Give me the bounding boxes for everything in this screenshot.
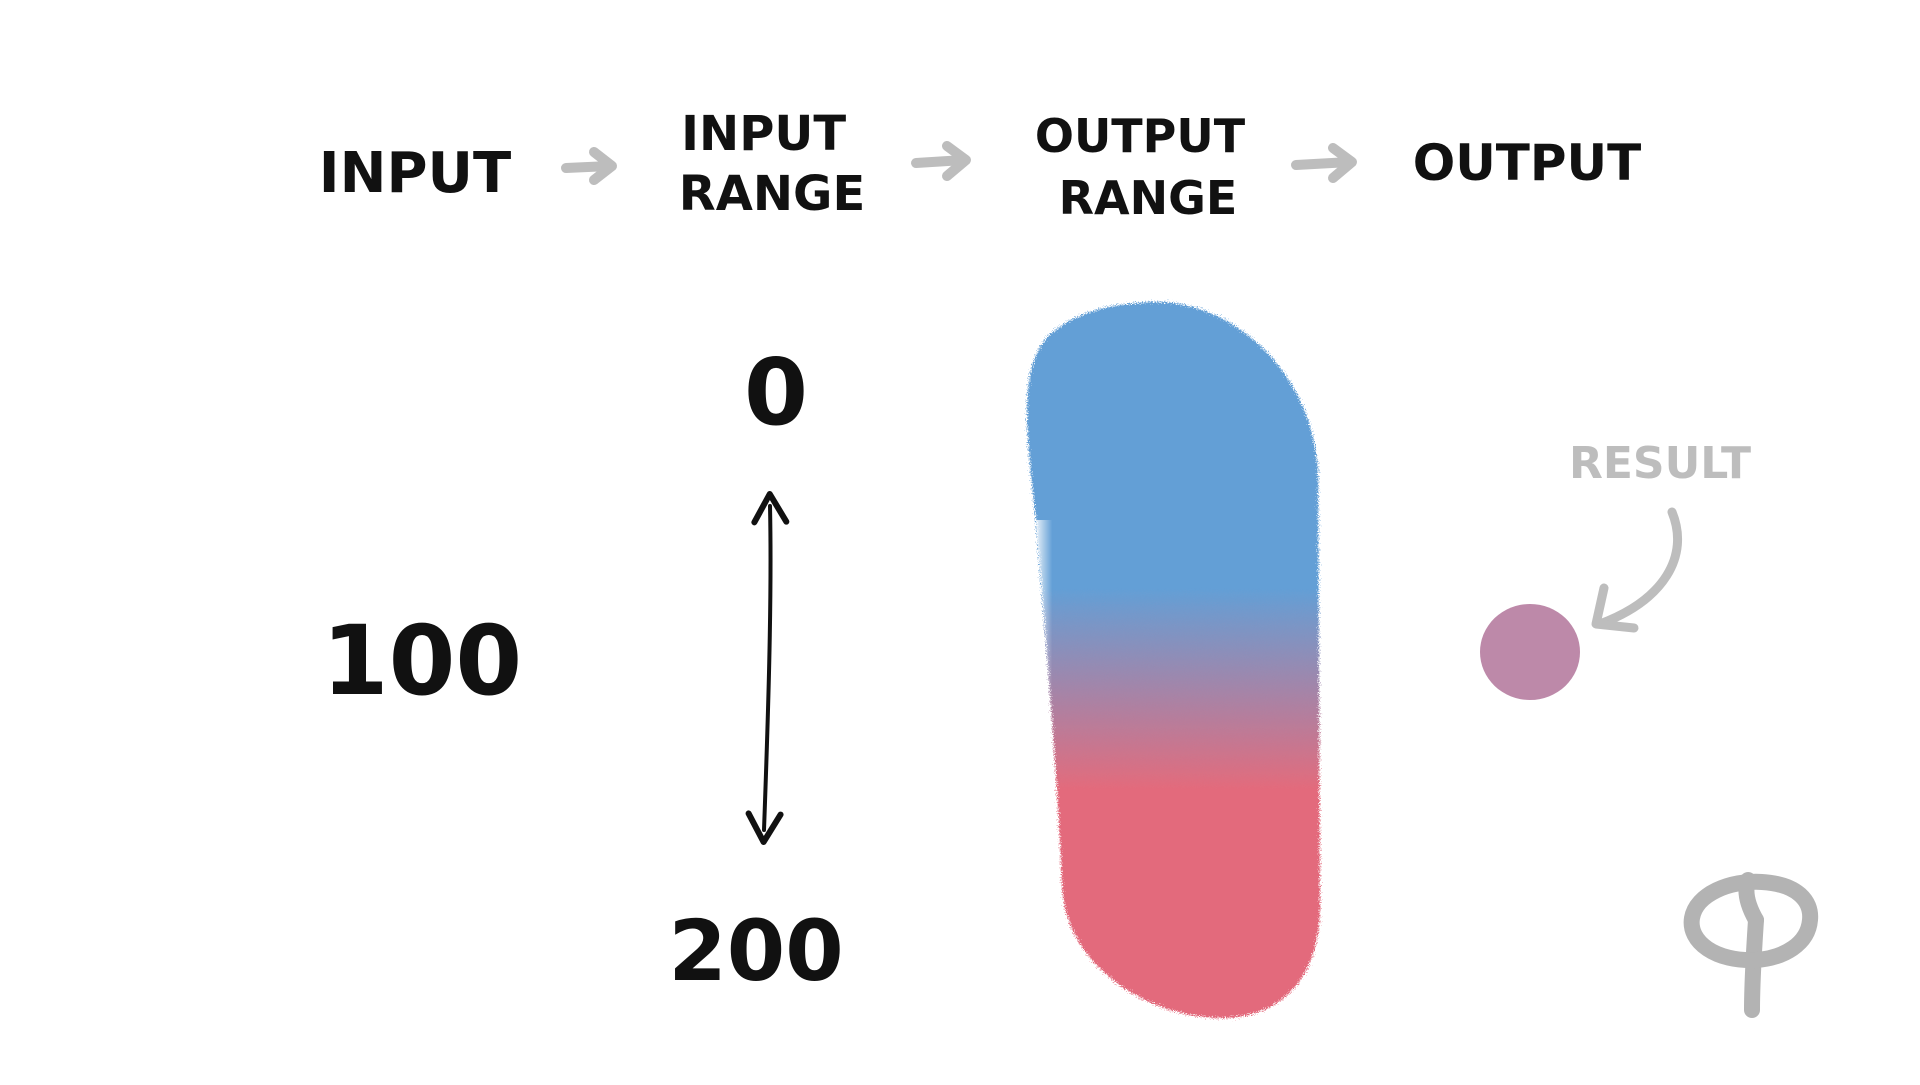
- input-range-min: 0: [744, 339, 808, 446]
- input-range-max: 200: [668, 902, 843, 1000]
- step-output-range-label: OUTPUT RANGE: [1035, 109, 1261, 225]
- arrow-right-icon: [911, 141, 971, 181]
- step-input-label: INPUT: [319, 141, 511, 206]
- range-double-arrow: [745, 491, 790, 845]
- step-input-line-1: INPUT: [319, 141, 511, 206]
- output-result-dot: [1480, 604, 1580, 700]
- step-input-range-line-2: RANGE: [679, 166, 865, 222]
- step-input-range-label: INPUT RANGE: [679, 106, 865, 222]
- curved-arrow-icon: [1591, 507, 1683, 633]
- result-label: RESULT: [1569, 438, 1751, 489]
- arrow-right-icon: [1291, 143, 1357, 183]
- step-output-label: OUTPUT: [1413, 134, 1642, 192]
- step-output-line-1: OUTPUT: [1413, 134, 1642, 192]
- input-value: 100: [322, 605, 522, 717]
- step-input-range-line-1: INPUT: [681, 106, 846, 162]
- p-logo-icon: [1683, 872, 1819, 1018]
- step-output-range-line-2: RANGE: [1059, 171, 1238, 225]
- output-range-gradient: [1026, 301, 1321, 1019]
- arrow-right-icon: [561, 147, 617, 185]
- step-output-range-line-1: OUTPUT: [1035, 109, 1246, 163]
